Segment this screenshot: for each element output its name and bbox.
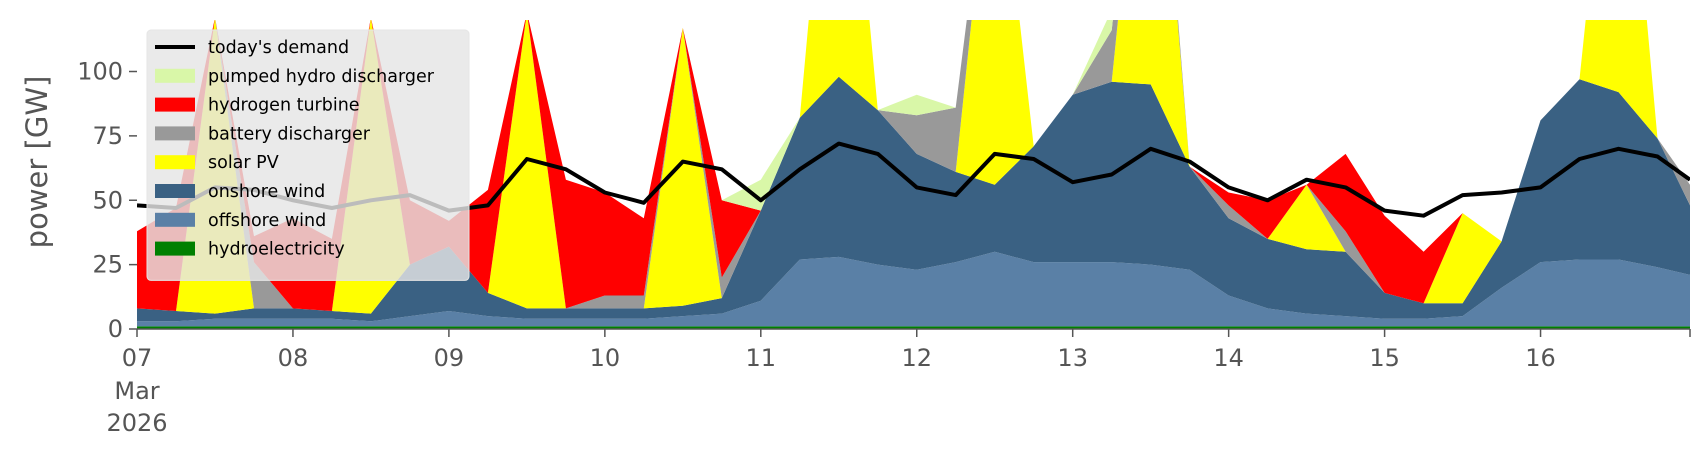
y-tick-label-25: 25: [92, 251, 123, 279]
legend-label: solar PV: [208, 153, 279, 173]
legend-item-battery-discharger: battery discharger: [155, 124, 371, 144]
x-tick-label-12: 12: [901, 344, 932, 372]
y-tick-label-100: 100: [77, 58, 123, 86]
legend-label: battery discharger: [208, 124, 371, 144]
x-tick-label-11: 11: [746, 344, 777, 372]
legend-label: hydrogen turbine: [208, 96, 360, 116]
legend-item-pumped-hydro-discharger: pumped hydro discharger: [155, 67, 435, 87]
y-tick-label-50: 50: [92, 186, 123, 214]
legend-item-today-s-demand: today's demand: [155, 38, 349, 58]
x-tick-label-10: 10: [590, 344, 621, 372]
legend-label: offshore wind: [208, 211, 326, 231]
x-tick-label-16: 16: [1525, 344, 1556, 372]
legend-swatch: [155, 68, 195, 83]
area-solar-pv: [137, 20, 1690, 314]
y-tick-label-0: 0: [108, 315, 123, 343]
legend-label: hydroelectricity: [208, 240, 345, 260]
legend-swatch: [155, 241, 195, 256]
x-tick-label-07: 07: [122, 344, 153, 372]
legend-item-hydrogen-turbine: hydrogen turbine: [155, 96, 360, 116]
legend-swatch: [155, 97, 195, 112]
area-offshore-wind: [137, 251, 1690, 327]
x-tick-label-13: 13: [1057, 344, 1088, 372]
legend: today's demand pumped hydro discharger hyd…: [146, 29, 470, 281]
legend-item-offshore-wind: offshore wind: [155, 211, 326, 231]
x-tick-year-label: 2026: [106, 409, 167, 437]
legend-label: onshore wind: [208, 182, 325, 202]
legend-swatch: [155, 184, 195, 198]
legend-item-onshore-wind: onshore wind: [155, 182, 325, 202]
legend-label: pumped hydro discharger: [208, 67, 435, 87]
legend-box: [146, 29, 470, 281]
legend-item-solar-pv: solar PV: [155, 153, 279, 173]
legend-label: today's demand: [208, 38, 349, 58]
area-onshore-wind: [137, 76, 1690, 322]
x-tick-label-08: 08: [278, 344, 309, 372]
x-tick-month-label: Mar: [114, 377, 159, 405]
axes-group: 0 25 50 75 100 07 Mar 2026 08 09 10 11 12 13 14 15 16: [77, 58, 1691, 437]
area-hydrogen-turbine: [137, 20, 1690, 311]
legend-swatch: [155, 212, 195, 227]
y-tick-label-75: 75: [92, 122, 123, 150]
legend-swatch: [155, 126, 195, 141]
x-tick-label-15: 15: [1369, 344, 1400, 372]
legend-item-hydroelectricity: hydroelectricity: [155, 240, 345, 260]
legend-swatch: [155, 155, 195, 170]
x-tick-label-09: 09: [434, 344, 465, 372]
y-axis-label: power [GW]: [20, 76, 54, 249]
x-tick-label-14: 14: [1213, 344, 1244, 372]
